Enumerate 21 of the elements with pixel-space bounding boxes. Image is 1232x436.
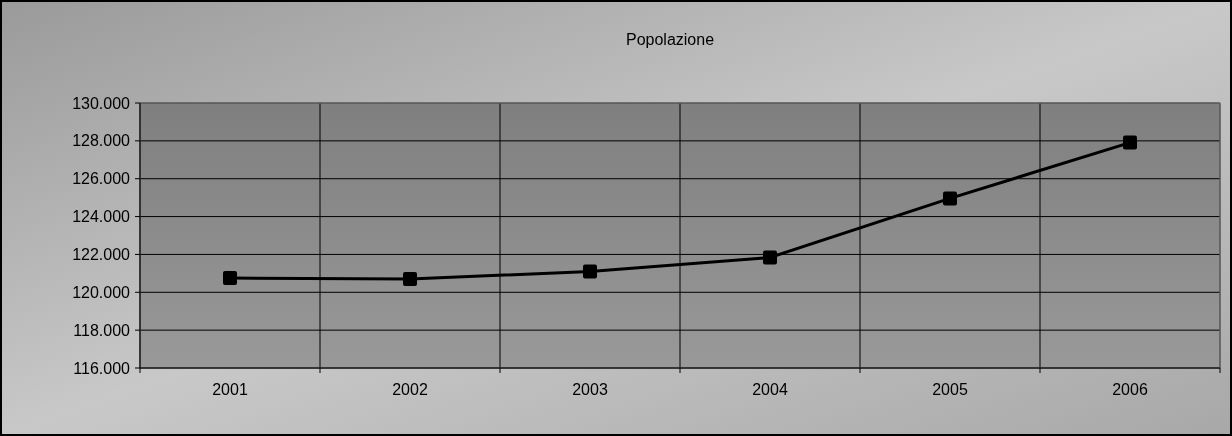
y-tick-label: 116.000 <box>73 359 131 377</box>
x-tick-label: 2004 <box>752 381 788 398</box>
x-tick-label: 2002 <box>392 381 428 398</box>
point <box>763 250 777 265</box>
x-tick-label: 2001 <box>212 381 248 398</box>
point <box>1123 135 1137 150</box>
point <box>403 272 417 287</box>
y-tick-label: 128.000 <box>72 132 131 150</box>
y-tick-label: 130.000 <box>72 94 131 112</box>
y-tick-label: 120.000 <box>72 283 131 301</box>
chart-title: Popolazione <box>625 31 715 48</box>
y-tick-label: 126.000 <box>72 170 131 188</box>
y-tick-label: 122.000 <box>72 246 131 264</box>
y-tick-label: 118.000 <box>73 321 131 339</box>
point <box>223 271 237 286</box>
x-tick-label: 2005 <box>932 381 968 398</box>
point <box>943 191 957 206</box>
y-tick-label: 124.000 <box>72 208 131 226</box>
point <box>583 264 597 279</box>
x-tick-label: 2006 <box>1112 381 1148 398</box>
x-tick-label: 2003 <box>572 381 608 398</box>
